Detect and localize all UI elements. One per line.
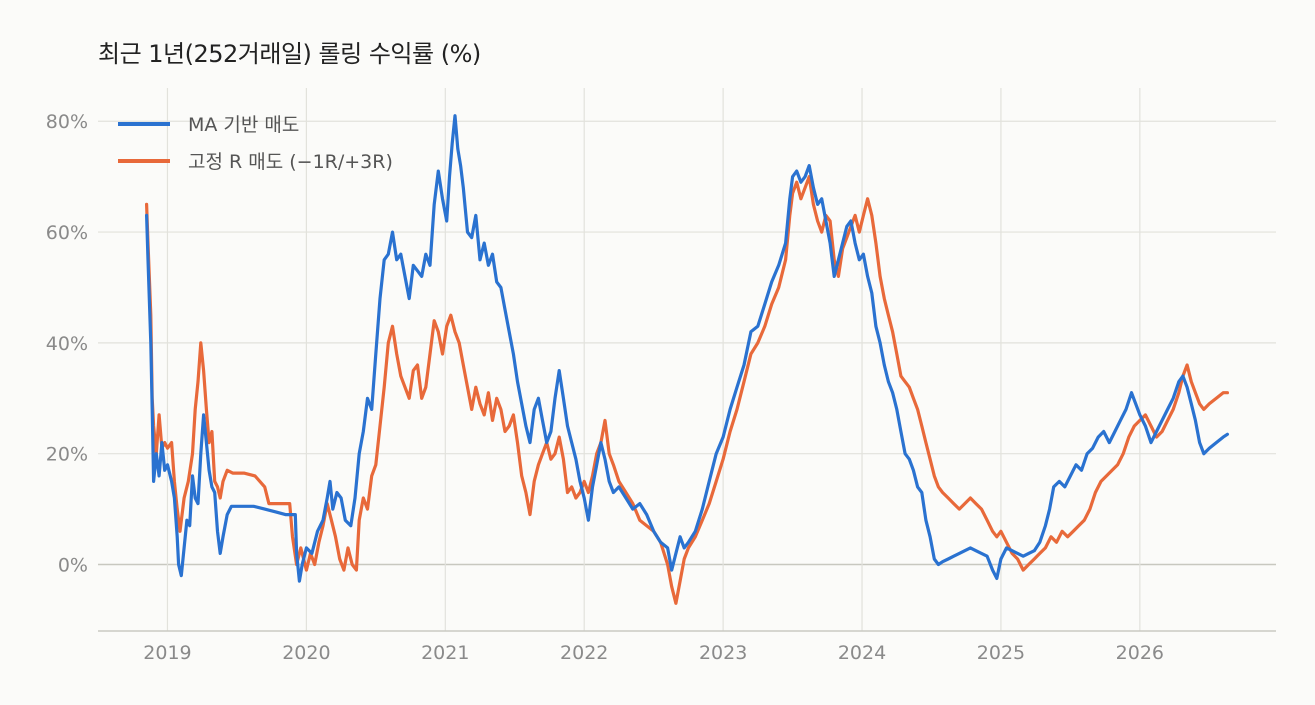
y-tick-label: 40% [46, 333, 88, 355]
legend-label: MA 기반 매도 [188, 114, 299, 136]
y-tick-label: 20% [46, 444, 88, 466]
x-tick-label: 2022 [560, 642, 608, 664]
axis-layer: 0% 20% 40% 60% 80% 2019 2020 2021 2022 2023 2024 20… [46, 111, 1276, 664]
series-layer [145, 114, 1229, 605]
x-tick-label: 2023 [699, 642, 747, 664]
x-tick-label: 2024 [838, 642, 886, 664]
grid-layer [98, 88, 1276, 631]
x-tick-label: 2026 [1116, 642, 1164, 664]
series-line-ma [145, 114, 1229, 583]
y-tick-label: 60% [46, 222, 88, 244]
x-tick-label: 2020 [282, 642, 330, 664]
legend-label: 고정 R 매도 (−1R/+3R) [188, 151, 393, 173]
x-tick-label: 2019 [143, 642, 191, 664]
y-tick-label: 80% [46, 111, 88, 133]
x-tick-label: 2021 [421, 642, 469, 664]
chart-title: 최근 1년(252거래일) 롤링 수익률 (%) [98, 40, 481, 68]
series-line-fixed-r [145, 175, 1229, 605]
y-tick-label: 0% [58, 555, 88, 577]
x-tick-label: 2025 [977, 642, 1025, 664]
